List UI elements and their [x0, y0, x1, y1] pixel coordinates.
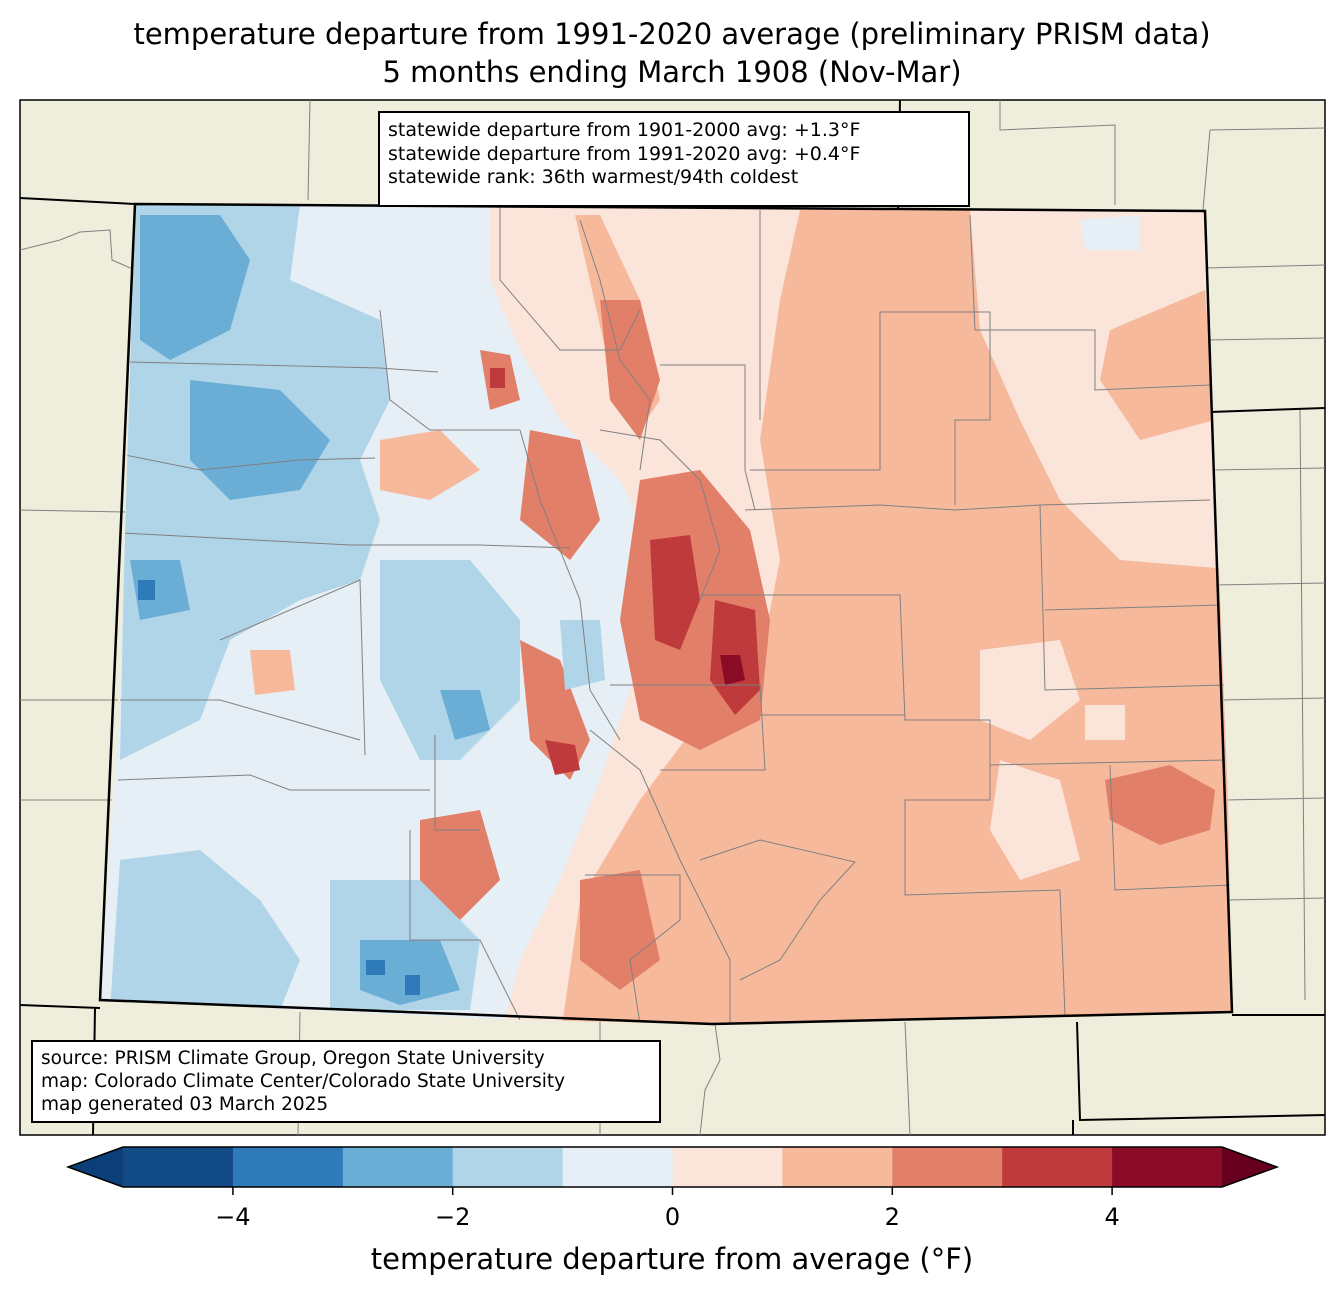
- colorbar-segment: [452, 1147, 564, 1187]
- statewide-stats-box: statewide departure from 1901-2000 avg: …: [378, 111, 970, 207]
- colorbar-segment: [562, 1147, 673, 1187]
- colorbar: [65, 1146, 1280, 1195]
- temperature-field: [100, 204, 1232, 1024]
- colorbar-segment: [232, 1147, 344, 1187]
- neighbor-county-lines: [20, 100, 1325, 1135]
- map-title: temperature departure from 1991-2020 ave…: [133, 17, 1211, 51]
- source-line-map: map: Colorado Climate Center/Colorado St…: [41, 1071, 566, 1092]
- county-lines: [117, 204, 1231, 1024]
- colorbar-segment: [782, 1147, 893, 1187]
- colorbar-segment: [342, 1147, 454, 1187]
- source-box: source: PRISM Climate Group, Oregon Stat…: [31, 1040, 661, 1123]
- colorbar-extend-low: [68, 1147, 123, 1187]
- source-line-generated: map generated 03 March 2025: [41, 1094, 329, 1115]
- stats-departure-1991-2020: statewide departure from 1991-2020 avg: …: [388, 142, 861, 165]
- source-line-prism: source: PRISM Climate Group, Oregon Stat…: [41, 1048, 545, 1069]
- colorbar-tick-label: 2: [884, 1203, 900, 1231]
- map-subtitle: 5 months ending March 1908 (Nov-Mar): [382, 55, 962, 89]
- colorbar-segment: [672, 1147, 783, 1187]
- colorbar-segment: [123, 1147, 234, 1187]
- colorbar-segment: [892, 1147, 1003, 1187]
- colorbar-tick-label: −4: [215, 1203, 251, 1231]
- colorbar-segment: [1002, 1147, 1113, 1187]
- stats-rank: statewide rank: 36th warmest/94th coldes…: [388, 166, 799, 188]
- colorbar-tick-label: 4: [1104, 1203, 1120, 1231]
- colorbar-tick-label: 0: [664, 1203, 681, 1231]
- stats-departure-1901-2000: statewide departure from 1901-2000 avg: …: [388, 119, 861, 141]
- colorbar-extend-high: [1222, 1147, 1277, 1187]
- colorbar-segment: [1112, 1147, 1223, 1187]
- colorbar-tick-label: −2: [434, 1203, 471, 1231]
- colorado-border: [98, 202, 1234, 1026]
- colorbar-outline: [65, 1146, 1280, 1188]
- colorbar-label: temperature departure from average (°F): [370, 1242, 974, 1276]
